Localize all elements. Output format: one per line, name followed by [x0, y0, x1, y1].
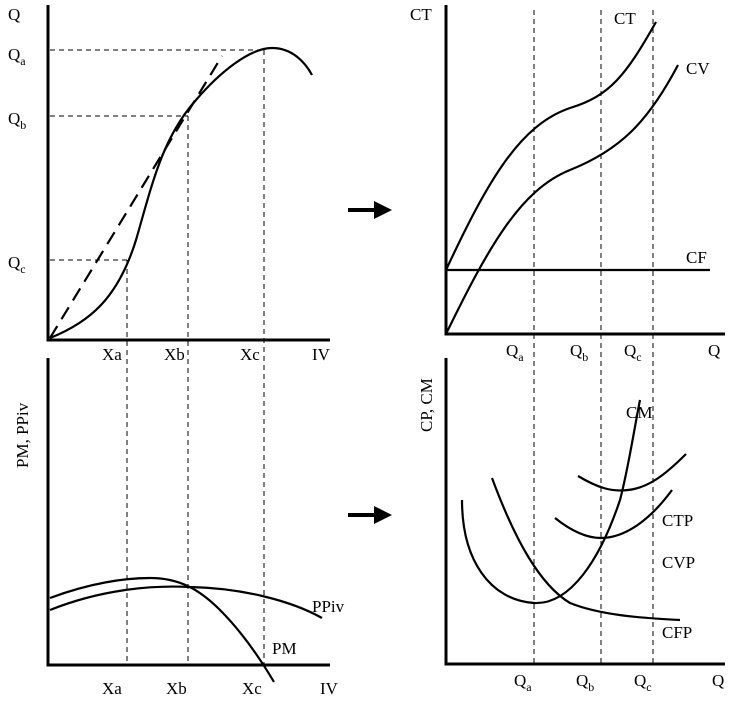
axes-top-right	[444, 5, 725, 336]
q-level-label-a: Qa	[8, 45, 26, 68]
curve-label-ctp: CTP	[662, 511, 693, 530]
curve-label-ct: CT	[614, 9, 636, 28]
x-tick-label-qc-bottom: Qc	[634, 671, 652, 694]
marginal-product-curve	[49, 576, 275, 683]
x-axis-label-q-bottom: Q	[712, 671, 724, 690]
axes-bottom-right	[444, 358, 725, 666]
q-level-label-b: Qb	[8, 109, 26, 132]
y-axis-label-cp-cm: CP, CM	[417, 378, 436, 432]
x-tick-label-xb-bottom: Xb	[166, 679, 187, 698]
x-tick-label-qb: Qb	[570, 341, 588, 364]
variable-cost-curve	[445, 64, 679, 335]
curve-label-cvp: CVP	[662, 553, 695, 572]
total-cost-curve	[445, 21, 657, 271]
x-tick-label-qc: Qc	[624, 341, 642, 364]
x-tick-label-xa-bottom: Xa	[102, 679, 122, 698]
x-axis-label-q: Q	[708, 341, 720, 360]
panel-total-cost: CT CT CV CF Qa Qb Qc Q	[410, 5, 725, 364]
x-tick-label-xa: Xa	[102, 345, 122, 364]
average-product-curve	[49, 585, 323, 619]
curve-label-cf: CF	[686, 248, 707, 267]
x-tick-label-qa: Qa	[506, 341, 524, 364]
panel-total-product: Q Qa Qb Qc Xa Xb Xc IV	[8, 5, 331, 364]
arrow-icon	[348, 201, 392, 219]
curve-label-cv: CV	[686, 59, 710, 78]
q-level-label-c: Qc	[8, 253, 26, 276]
axes-bottom-left	[46, 358, 330, 667]
average-fixed-cost-curve	[490, 477, 681, 622]
x-axis-label-iv-bottom: IV	[320, 679, 339, 698]
panel-unit-cost: CP, CM CM CTP CVP CFP Qa Qb Qc Q	[417, 358, 725, 694]
y-axis-label-ct: CT	[410, 5, 432, 24]
curve-label-pm: PM	[272, 639, 297, 658]
y-axis-label-q: Q	[8, 5, 20, 24]
total-product-curve	[49, 46, 313, 340]
axes-top-left	[46, 5, 330, 342]
panel-product-per-unit: PM, PPiv PPiv PM Xa Xb Xc IV	[13, 358, 345, 698]
x-tick-label-qa-bottom: Qa	[514, 671, 532, 694]
x-tick-label-xc: Xc	[240, 345, 260, 364]
y-axis-label-pm-ppiv: PM, PPiv	[13, 402, 32, 468]
total-average-cost-curve	[554, 489, 673, 540]
x-axis-label-iv: IV	[312, 345, 331, 364]
average-variable-cost-curve	[577, 453, 687, 492]
arrow-icon	[348, 506, 392, 524]
x-tick-label-qb-bottom: Qb	[576, 671, 594, 694]
x-tick-label-xb: Xb	[164, 345, 185, 364]
marginal-cost-curve	[460, 399, 642, 605]
x-tick-label-xc-bottom: Xc	[242, 679, 262, 698]
curve-label-cfp: CFP	[662, 623, 692, 642]
curve-label-cm: CM	[626, 403, 652, 422]
curve-label-ppiv: PPiv	[312, 597, 345, 616]
